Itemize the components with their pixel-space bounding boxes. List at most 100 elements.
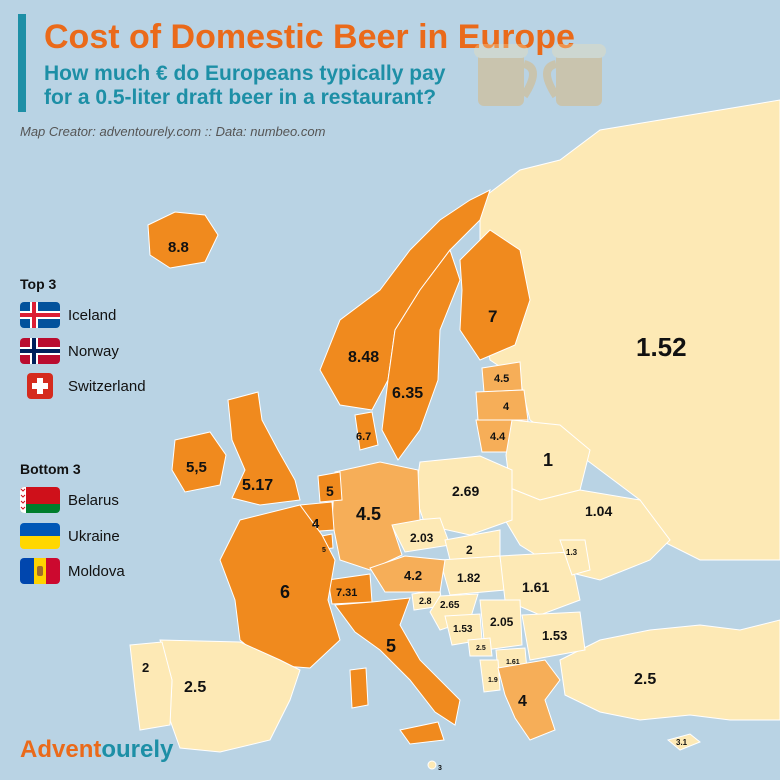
- belarus-flag-icon: [20, 487, 60, 513]
- brand-logo: Adventourely: [20, 736, 173, 764]
- label-italy: 5: [386, 636, 396, 656]
- region-iceland: [147, 211, 219, 269]
- legend-item-switzerland: Switzerland: [20, 373, 146, 399]
- iceland-flag-icon: [20, 302, 60, 328]
- moldova-flag-icon: [20, 558, 60, 584]
- region-moldova: [559, 539, 591, 576]
- ukraine-flag-icon: [20, 523, 60, 549]
- legend-item-norway: Norway: [20, 338, 119, 364]
- region-portugal: [129, 641, 173, 731]
- region-malta: [427, 760, 437, 770]
- header: Cost of Domestic Beer in Europe How much…: [0, 0, 780, 150]
- region-ireland: [171, 431, 227, 493]
- legend-label: Moldova: [68, 562, 125, 580]
- legend-label: Iceland: [68, 306, 117, 324]
- label-ireland: 5,5: [186, 459, 207, 476]
- region-france: [219, 504, 341, 669]
- label-ukraine: 1.04: [585, 503, 612, 519]
- label-romania: 1.61: [522, 579, 549, 595]
- label-sweden: 6.35: [392, 385, 423, 402]
- label-france: 6: [280, 582, 290, 602]
- label-latvia: 4: [503, 401, 510, 413]
- label-malta: 3: [438, 765, 442, 772]
- label-spain: 2.5: [184, 679, 206, 696]
- label-poland: 2.69: [452, 483, 479, 499]
- region-cyprus: [666, 733, 701, 751]
- label-montenegro: 2.5: [476, 645, 486, 652]
- label-finland: 7: [488, 307, 497, 326]
- label-denmark: 6.7: [356, 431, 371, 443]
- label-belarus: 1: [543, 450, 553, 470]
- label-slovakia: 2: [466, 543, 473, 557]
- legend-item-belarus: Belarus: [20, 487, 119, 513]
- label-portugal: 2: [142, 660, 149, 675]
- region-sicily: [399, 721, 445, 745]
- region-uk: [227, 391, 301, 506]
- region-netherlands: [317, 471, 343, 503]
- region-turkey: [559, 619, 780, 721]
- legend-top-heading: Top 3: [20, 276, 57, 292]
- region-germany: [331, 461, 421, 571]
- label-kosovo: 1.61: [506, 659, 520, 666]
- brand-part-1: Advent: [20, 736, 102, 763]
- label-moldova: 1.3: [566, 548, 578, 557]
- region-greece: [497, 659, 561, 741]
- page-subtitle: How much € do Europeans typically pay fo…: [44, 62, 484, 110]
- label-cyprus: 3.1: [676, 738, 688, 747]
- region-finland: [459, 229, 531, 361]
- legend-item-ukraine: Ukraine: [20, 523, 120, 549]
- region-serbia: [479, 599, 523, 651]
- label-norway: 8.48: [348, 349, 379, 366]
- label-bulgaria: 1.53: [542, 628, 567, 643]
- label-turkey: 2.5: [634, 671, 656, 688]
- label-albania: 1.9: [488, 677, 498, 684]
- legend-item-iceland: Iceland: [20, 302, 116, 328]
- legend-label: Belarus: [68, 491, 119, 509]
- label-germany: 4.5: [356, 504, 381, 524]
- title-accent-bar: [18, 14, 26, 112]
- region-albania: [479, 659, 501, 693]
- label-lithuania: 4.4: [490, 431, 506, 443]
- beer-mugs-icon: [474, 44, 606, 106]
- label-russia: 1.52: [636, 332, 687, 362]
- label-uk: 5.17: [242, 477, 273, 494]
- label-luxembourg: 5: [322, 547, 326, 554]
- subtitle-line-2: for a 0.5-liter draft beer in a restaura…: [44, 86, 437, 109]
- label-iceland: 8.8: [168, 239, 189, 256]
- subtitle-line-1: How much € do Europeans typically pay: [44, 62, 446, 85]
- legend-label: Norway: [68, 342, 119, 360]
- switzerland-flag-icon: [27, 373, 53, 399]
- label-croatia: 2.65: [440, 600, 460, 611]
- region-romania: [499, 551, 581, 616]
- label-greece: 4: [518, 693, 527, 710]
- norway-flag-icon: [20, 338, 60, 364]
- label-hungary: 1.82: [457, 571, 481, 585]
- region-austria: [369, 555, 446, 593]
- label-austria: 4.2: [404, 568, 422, 583]
- label-belgium: 4: [312, 516, 320, 531]
- brand-part-2: ourely: [101, 736, 174, 763]
- region-italy: [334, 597, 461, 726]
- region-sardinia: [349, 667, 369, 709]
- legend-item-moldova: Moldova: [20, 558, 125, 584]
- label-serbia: 2.05: [490, 615, 514, 629]
- legend-bottom-heading: Bottom 3: [20, 461, 81, 477]
- label-netherlands: 5: [326, 483, 334, 499]
- label-czechia: 2.03: [410, 531, 434, 545]
- legend-label: Switzerland: [68, 377, 146, 395]
- region-latvia: [475, 389, 529, 421]
- region-montenegro: [467, 637, 493, 657]
- legend-label: Ukraine: [68, 527, 120, 545]
- label-estonia: 4.5: [494, 373, 509, 385]
- label-slovenia: 2.8: [419, 596, 432, 606]
- credit-line: Map Creator: adventourely.com :: Data: n…: [20, 124, 326, 139]
- region-sweden: [381, 248, 461, 461]
- label-switzerland: 7.31: [336, 587, 357, 599]
- page-title: Cost of Domestic Beer in Europe: [44, 18, 575, 56]
- label-bosnia: 1.53: [453, 624, 473, 635]
- region-denmark: [354, 411, 379, 451]
- region-norway: [319, 189, 491, 411]
- region-bulgaria: [521, 611, 586, 661]
